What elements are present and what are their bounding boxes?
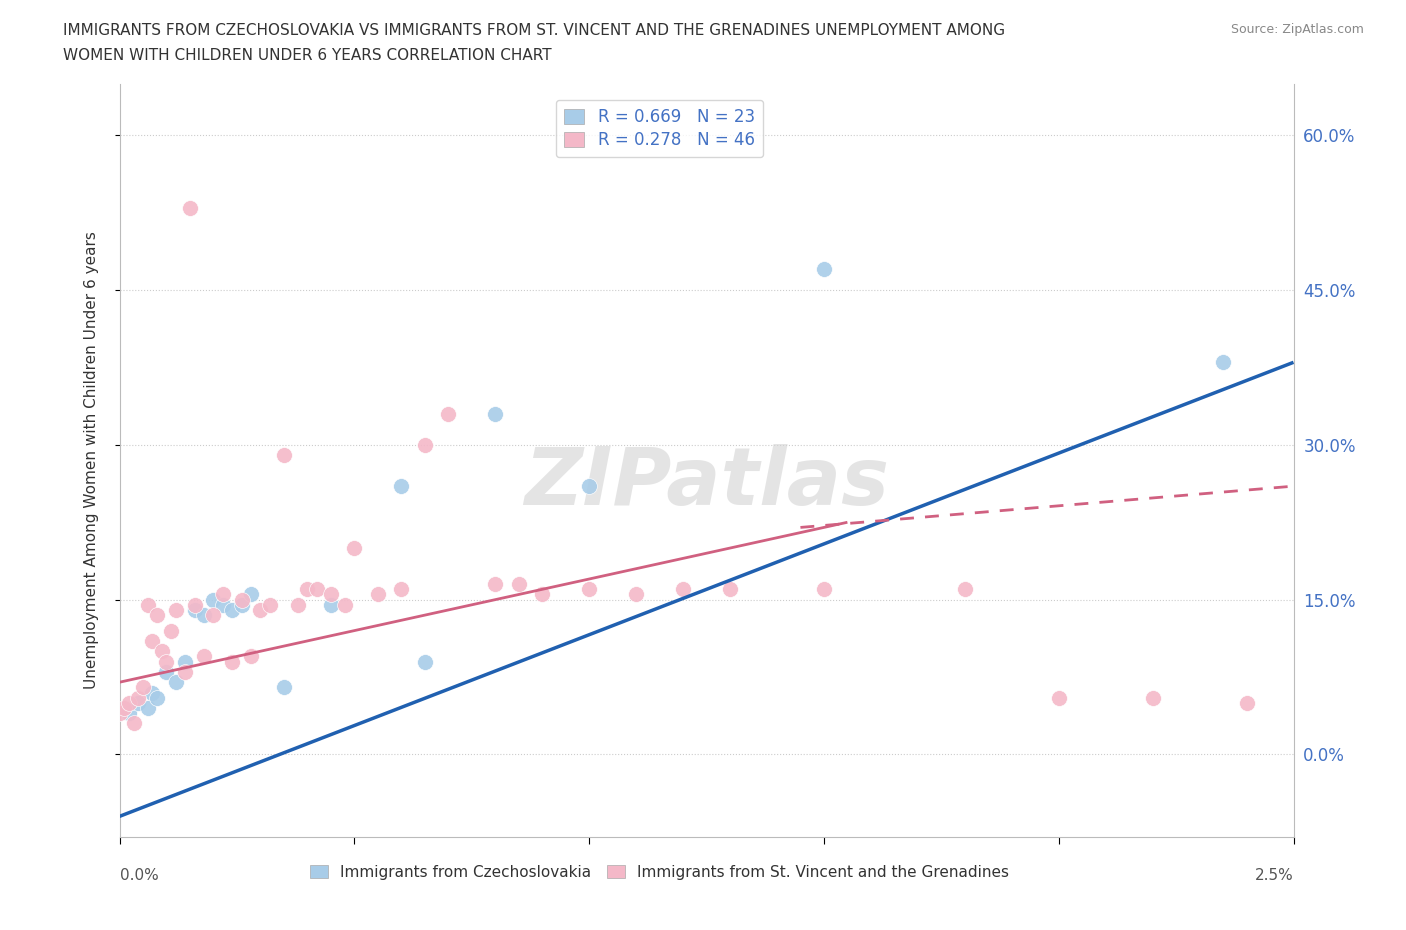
Point: [136, 597, 159, 612]
Y-axis label: Unemployment Among Women with Children Under 6 years: Unemployment Among Women with Children U…: [84, 232, 98, 689]
Point: [813, 262, 835, 277]
Point: [183, 603, 205, 618]
Point: [132, 680, 155, 695]
Point: [259, 597, 281, 612]
Point: [127, 690, 149, 705]
Point: [146, 607, 169, 622]
Point: [531, 587, 554, 602]
Point: [136, 700, 159, 715]
Point: [1047, 690, 1070, 705]
Point: [141, 633, 163, 648]
Point: [624, 587, 647, 602]
Point: [146, 690, 169, 705]
Point: [718, 582, 741, 597]
Point: [240, 587, 263, 602]
Point: [118, 706, 141, 721]
Point: [672, 582, 695, 597]
Point: [273, 680, 295, 695]
Point: [240, 649, 263, 664]
Point: [273, 447, 295, 462]
Point: [202, 607, 225, 622]
Point: [413, 654, 436, 669]
Legend: Immigrants from Czechoslovakia, Immigrants from St. Vincent and the Grenadines: Immigrants from Czechoslovakia, Immigran…: [304, 858, 1015, 886]
Point: [165, 603, 187, 618]
Point: [249, 603, 271, 618]
Point: [221, 654, 243, 669]
Point: [484, 406, 506, 421]
Point: [287, 597, 309, 612]
Point: [578, 582, 600, 597]
Text: ZIPatlas: ZIPatlas: [524, 444, 889, 522]
Point: [508, 577, 530, 591]
Point: [389, 479, 412, 494]
Point: [305, 582, 328, 597]
Point: [127, 696, 149, 711]
Point: [122, 716, 145, 731]
Point: [174, 654, 197, 669]
Text: 2.5%: 2.5%: [1254, 868, 1294, 883]
Point: [953, 582, 976, 597]
Point: [1236, 696, 1258, 711]
Point: [108, 706, 131, 721]
Point: [211, 587, 233, 602]
Point: [155, 654, 177, 669]
Point: [112, 700, 135, 715]
Point: [221, 603, 243, 618]
Text: IMMIGRANTS FROM CZECHOSLOVAKIA VS IMMIGRANTS FROM ST. VINCENT AND THE GRENADINES: IMMIGRANTS FROM CZECHOSLOVAKIA VS IMMIGR…: [63, 23, 1005, 38]
Text: WOMEN WITH CHILDREN UNDER 6 YEARS CORRELATION CHART: WOMEN WITH CHILDREN UNDER 6 YEARS CORREL…: [63, 48, 553, 63]
Point: [118, 696, 141, 711]
Point: [343, 540, 366, 555]
Point: [231, 592, 253, 607]
Point: [813, 582, 835, 597]
Point: [165, 675, 187, 690]
Point: [155, 664, 177, 679]
Text: Source: ZipAtlas.com: Source: ZipAtlas.com: [1230, 23, 1364, 36]
Point: [202, 592, 225, 607]
Point: [367, 587, 389, 602]
Point: [578, 479, 600, 494]
Point: [484, 577, 506, 591]
Point: [193, 607, 215, 622]
Point: [150, 644, 173, 658]
Point: [141, 685, 163, 700]
Point: [174, 664, 197, 679]
Point: [1212, 355, 1234, 370]
Point: [319, 597, 342, 612]
Point: [413, 437, 436, 452]
Point: [160, 623, 183, 638]
Point: [231, 597, 253, 612]
Point: [437, 406, 460, 421]
Point: [179, 200, 201, 215]
Point: [183, 597, 205, 612]
Point: [333, 597, 356, 612]
Point: [319, 587, 342, 602]
Point: [193, 649, 215, 664]
Point: [297, 582, 319, 597]
Point: [211, 597, 233, 612]
Point: [389, 582, 412, 597]
Text: 0.0%: 0.0%: [120, 868, 159, 883]
Point: [1142, 690, 1164, 705]
